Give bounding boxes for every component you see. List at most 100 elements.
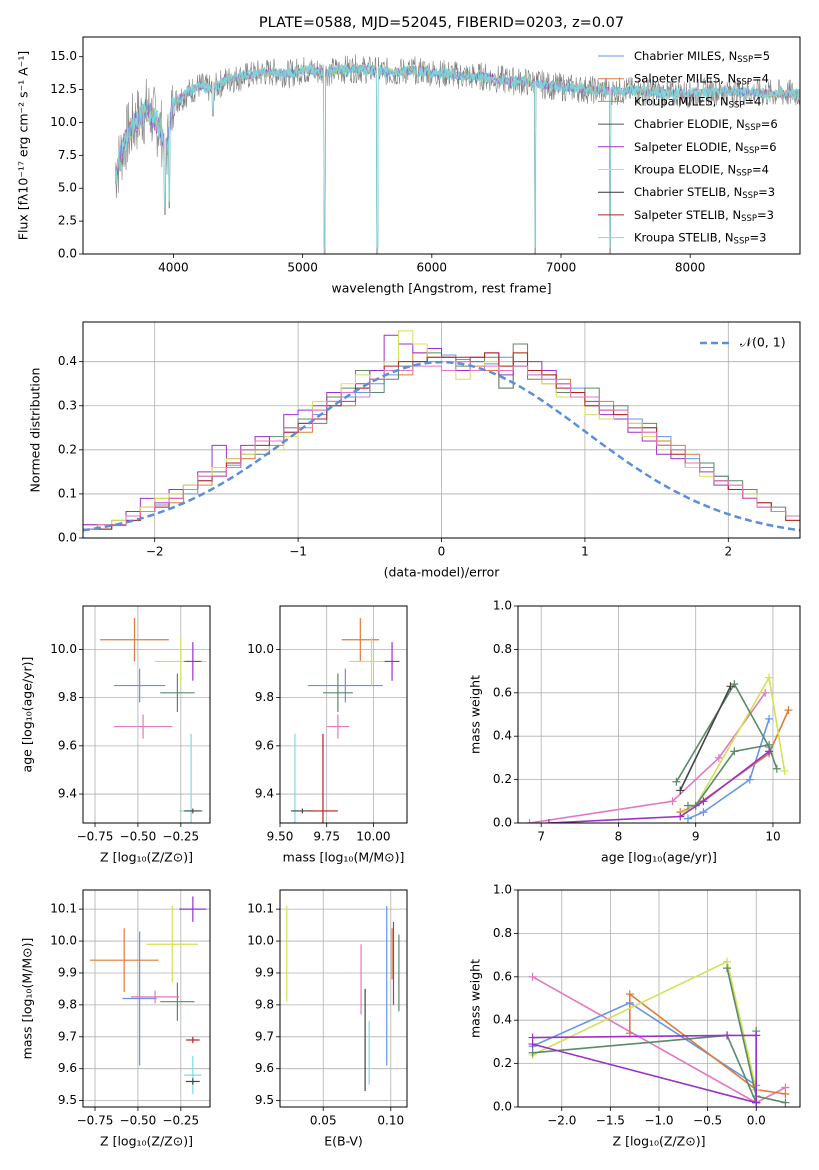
- y-tick-label: 9.9: [58, 965, 77, 979]
- weight-point-marker: [765, 747, 774, 756]
- weight-point-marker: [772, 764, 781, 773]
- weight-point-marker: [528, 1048, 537, 1057]
- legend-entry: Salpeter STELIB, NSSP=3: [634, 207, 774, 223]
- weight-point-marker: [765, 714, 774, 723]
- weight-point-marker: [780, 766, 789, 775]
- x-axis-label: Z [log₁₀(Z/Z⊙)]: [100, 850, 193, 865]
- gaussian-curve: [83, 360, 800, 532]
- weight-series-line: [675, 682, 778, 783]
- weight-point-marker: [528, 972, 537, 981]
- x-tick-label: −0.5: [693, 1114, 722, 1128]
- y-tick-label: 9.9: [255, 965, 274, 979]
- weight-point-marker: [525, 819, 534, 823]
- weight-series-line: [532, 1034, 758, 1103]
- plot-area-age-vs-Z: [83, 606, 210, 823]
- legend: Chabrier MILES, NSSP=5 Salpeter MILES, NS…: [598, 49, 778, 246]
- y-tick-label: 0.6: [493, 969, 512, 983]
- weight-point-marker: [683, 814, 692, 823]
- x-tick-label: 6000: [417, 261, 448, 275]
- plot-area-mass-vs-Z: [83, 890, 210, 1107]
- y-tick-label: 5.0: [58, 181, 77, 195]
- axes-frame: [517, 889, 801, 1108]
- panel-mass-vs-Z: −0.75 −0.50 −0.25 9.5 9.6 9.7 9.8 9.9 10.0 10.1 Z …: [20, 889, 211, 1149]
- weight-point-marker: [752, 1098, 761, 1107]
- weight-point-marker: [781, 1089, 790, 1098]
- y-tick-label: 0.0: [58, 247, 77, 261]
- x-tick-label: −0.75: [77, 1114, 114, 1128]
- y-tick-label: 1.0: [493, 883, 512, 897]
- x-tick-label: 10.00: [356, 830, 390, 844]
- y-tick-label: 0.0: [58, 531, 77, 545]
- x-tick-label: 7000: [546, 261, 577, 275]
- y-tick-label: 9.8: [255, 690, 274, 704]
- x-axis-label: Z [log₁₀(Z/Z⊙)]: [100, 1134, 193, 1149]
- y-axis-label: mass [log₁₀(M/M⊙)]: [20, 938, 35, 1060]
- legend-entry: Salpeter ELODIE, NSSP=6: [634, 139, 777, 155]
- x-axis-label: age [log₁₀(age/yr)]: [601, 850, 717, 865]
- y-tick-label: 10.1: [247, 902, 274, 916]
- y-tick-label: 9.6: [58, 738, 77, 752]
- plot-area-weight-vs-Z: [518, 890, 800, 1107]
- weight-series-line: [532, 1043, 757, 1104]
- y-tick-label: 9.7: [255, 1029, 274, 1043]
- x-tick-label: 0: [438, 545, 446, 559]
- y-axis-label: mass weight: [468, 675, 483, 754]
- axes-frame: [279, 605, 408, 824]
- weight-series-line: [548, 750, 770, 823]
- y-axis-label: Flux [fλ10⁻¹⁷ erg cm⁻² s⁻¹ A⁻¹]: [16, 51, 31, 240]
- y-tick-label: 9.4: [255, 787, 274, 801]
- y-tick-label: 9.7: [58, 1029, 77, 1043]
- weight-point-marker: [723, 1031, 732, 1040]
- axes-frame: [82, 889, 211, 1108]
- y-tick-label: 2.5: [58, 214, 77, 228]
- weight-point-marker: [745, 775, 754, 784]
- axes-frame: [82, 605, 211, 824]
- legend-entry: Salpeter MILES, NSSP=4: [634, 71, 769, 87]
- y-tick-label: 15.0: [50, 49, 77, 63]
- plot-area-mass-vs-EBV: [280, 890, 407, 1107]
- y-tick-label: 7.5: [58, 148, 77, 162]
- x-axis-label: wavelength [Angstrom, rest frame]: [331, 281, 551, 296]
- x-tick-label: 1: [581, 545, 589, 559]
- weight-point-marker: [765, 673, 774, 682]
- y-tick-label: 10.0: [50, 115, 77, 129]
- y-tick-label: 12.5: [50, 82, 77, 96]
- y-tick-label: 9.8: [58, 690, 77, 704]
- weight-point-marker: [730, 747, 739, 756]
- y-tick-label: 9.6: [58, 1061, 77, 1075]
- x-tick-label: −2.0: [547, 1114, 576, 1128]
- legend-entry: Kroupa MILES, NSSP=4: [634, 94, 761, 110]
- x-tick-label: 8000: [675, 261, 706, 275]
- weight-point-marker: [761, 688, 770, 697]
- weight-point-marker: [781, 1098, 790, 1107]
- x-tick-label: 0.0: [747, 1114, 766, 1128]
- weight-point-marker: [784, 706, 793, 715]
- weight-point-marker: [625, 990, 634, 999]
- x-tick-label: 9.75: [313, 830, 340, 844]
- y-tick-label: 0.3: [58, 398, 77, 412]
- weight-point-marker: [699, 808, 708, 817]
- weight-point-marker: [544, 819, 553, 823]
- x-tick-label: 9.50: [267, 830, 294, 844]
- x-tick-label: −0.50: [120, 830, 157, 844]
- y-axis-label: age [log₁₀(age/yr)]: [20, 657, 35, 773]
- weight-series-line: [532, 960, 757, 1090]
- x-tick-label: −0.25: [162, 830, 199, 844]
- weight-point-marker: [723, 964, 732, 973]
- plot-area-spectrum: [114, 54, 800, 254]
- axes-frame: [82, 36, 801, 255]
- panel-mass-vs-EBV: 0.05 0.10 9.5 9.6 9.7 9.8 9.9 10.0 10.1 E(B-V): [247, 889, 408, 1149]
- y-tick-label: 0.4: [493, 729, 512, 743]
- x-tick-label: 0.10: [377, 1114, 404, 1128]
- x-tick-label: −0.50: [120, 1114, 157, 1128]
- y-tick-label: 0.8: [493, 642, 512, 656]
- weight-series-line: [679, 709, 790, 813]
- y-tick-label: 0.4: [58, 354, 77, 368]
- y-tick-label: 0.2: [58, 442, 77, 456]
- y-axis-label: Normed distribution: [28, 368, 43, 493]
- weight-point-marker: [683, 801, 692, 810]
- legend-entry: Kroupa STELIB, NSSP=3: [634, 230, 766, 246]
- x-tick-label: −1: [289, 545, 307, 559]
- panel-weight-vs-Z: −2.0 −1.5 −1.0 −0.5 0.0 0.0 0.2 0.4 0.6 0.8 1.0 Z […: [468, 883, 801, 1149]
